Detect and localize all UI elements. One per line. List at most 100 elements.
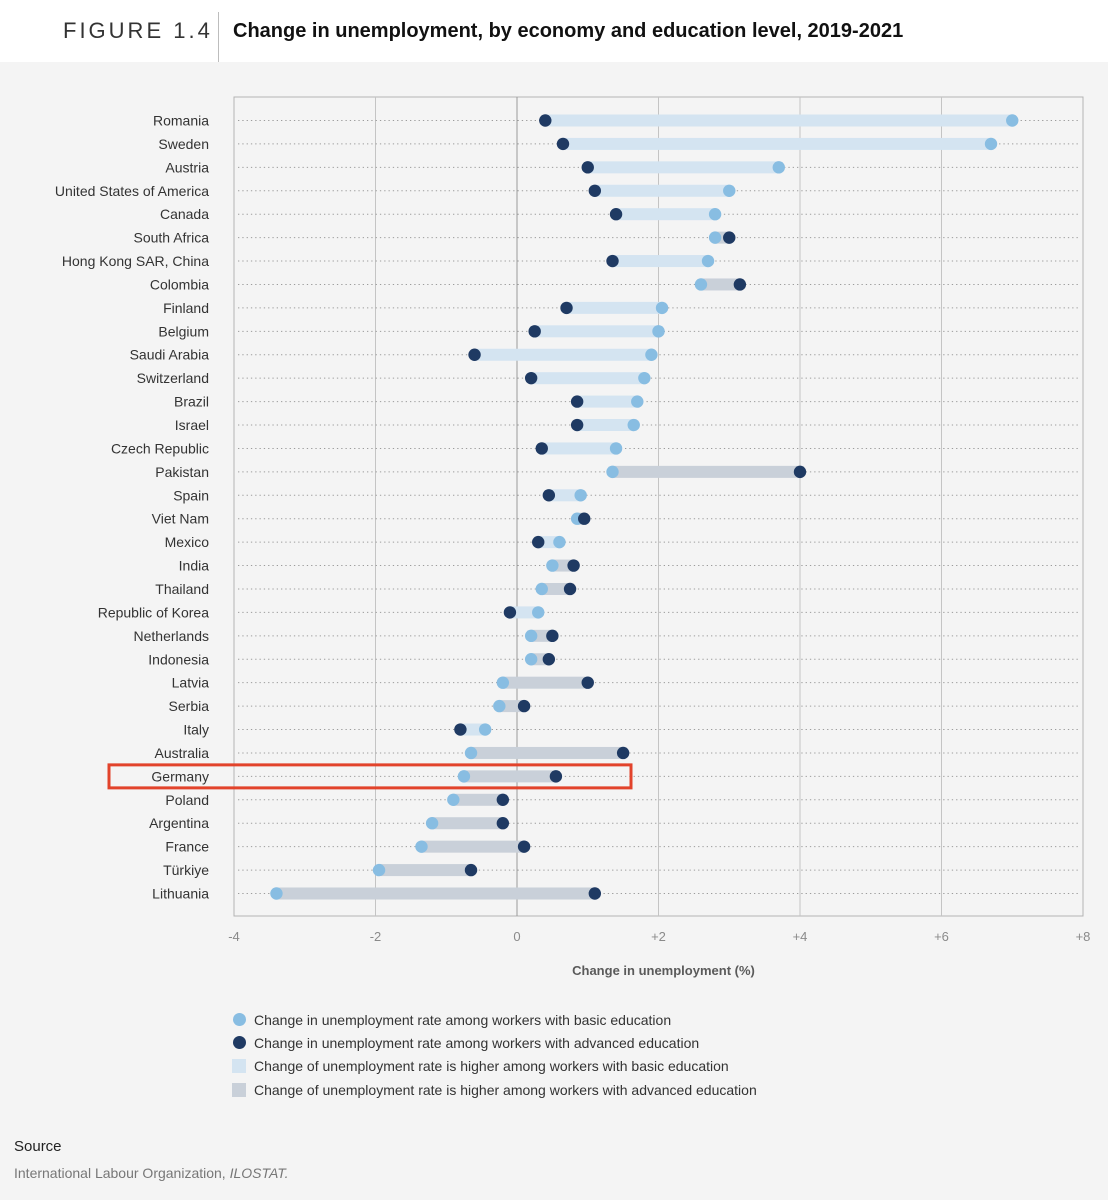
range-bar [548,489,581,502]
basic-education-dot [701,254,715,268]
advanced-education-dot [496,817,510,830]
basic-education-dot [609,442,623,455]
range-bar [587,161,779,174]
category-label: Germany [151,768,209,784]
x-tick-label: -2 [370,929,382,944]
category-label: Belgium [158,323,209,339]
advanced-education-dot [578,512,591,525]
header-divider [218,12,219,62]
basic-education-dot-icon [233,1013,246,1027]
figure-header: FIGURE 1.4 Change in unemployment, by ec… [0,0,1108,62]
range-bar [541,582,571,595]
legend-item-basic-dot: Change in unemployment rate among worker… [232,1008,757,1031]
advanced-education-dot [539,114,552,127]
category-label: Austria [165,159,209,175]
basic-education-dot [524,629,538,643]
x-tick-label: +2 [651,929,666,944]
range-bar [545,114,1013,127]
category-label: United States of America [55,183,209,199]
basic-education-dot [645,348,658,361]
category-label: Latvia [172,675,210,691]
advanced-education-dot [588,887,602,900]
category-label: Türkiye [163,862,209,878]
basic-education-dot [447,793,460,807]
basic-education-dot [1006,114,1019,127]
category-label: Colombia [150,276,209,292]
basic-education-dot [270,887,283,900]
range-bar [700,278,740,291]
source-database: ILOSTAT. [229,1165,289,1181]
advanced-education-dot [723,231,736,244]
basic-education-dot [493,699,506,713]
range-bar [612,465,800,478]
source-text: International Labour Organization, ILOST… [14,1165,288,1181]
category-label: Serbia [169,698,210,714]
advanced-education-dot [542,489,556,502]
advanced-education-dot [609,207,623,221]
x-tick-label: +6 [934,929,949,944]
basic-education-dot [655,301,669,315]
x-tick-label: 0 [513,929,520,944]
category-label: Thailand [155,581,209,597]
range-bar [541,442,617,455]
advanced-education-dot [503,606,517,619]
range-bar [594,184,730,197]
range-bar [471,746,624,759]
legend-item-advanced-bar: Change of unemployment rate is higher am… [232,1078,757,1101]
basic-education-dot [638,371,651,385]
advanced-education-dot [570,418,584,432]
category-label: Saudi Arabia [130,347,210,363]
basic-education-dot [708,231,722,244]
legend-label: Change of unemployment rate is higher am… [254,1081,757,1098]
basic-education-dot [478,723,492,736]
basic-education-dot [984,137,998,151]
basic-education-dot [574,489,587,502]
advanced-education-dot [733,278,747,291]
range-bar [502,676,588,689]
basic-education-dot [772,161,785,174]
advanced-education-dot [581,676,594,689]
highlight-box [107,763,633,790]
source-organization: International Labour Organization, [14,1165,230,1181]
basic-education-dot [415,840,428,853]
basic-education-dot [425,817,439,830]
range-bar [616,208,716,221]
basic-education-dot [627,418,640,432]
legend-label: Change of unemployment rate is higher am… [254,1058,729,1075]
basic-education-dot [372,863,386,877]
legend-item-basic-bar: Change of unemployment rate is higher am… [232,1055,757,1078]
range-bar [460,723,486,736]
range-bar [531,372,645,385]
x-tick-label: +4 [793,929,808,944]
range-bar [276,887,595,900]
advanced-education-dot [454,723,467,736]
category-label: France [165,839,209,855]
advanced-education-dot [570,395,584,408]
range-bar [577,419,634,432]
range-bar [612,255,709,268]
legend-label: Change in unemployment rate among worker… [254,1011,672,1028]
category-label: Argentina [149,815,209,831]
source-heading: Source [14,1138,62,1155]
basic-higher-swatch-icon [232,1059,246,1074]
advanced-education-dot [464,863,478,877]
basic-education-dot [723,184,736,197]
category-label: Czech Republic [111,440,209,456]
category-label: Spain [173,487,209,503]
legend-item-advanced-dot: Change in unemployment rate among worker… [232,1031,757,1054]
category-label: Mexico [165,534,210,550]
category-label: India [179,558,210,574]
range-bar [453,793,503,806]
category-label: Indonesia [148,651,209,667]
advanced-education-dot [542,653,556,666]
advanced-education-dot [563,582,577,596]
legend-label: Change in unemployment rate among worker… [254,1034,700,1051]
advanced-higher-swatch-icon [232,1082,246,1097]
chart-legend: Change in unemployment rate among worker… [232,1008,757,1101]
category-label: Hong Kong SAR, China [62,253,209,269]
figure-title: Change in unemployment, by economy and e… [233,20,904,42]
advanced-education-dot [524,371,538,385]
basic-education-dot [606,465,619,479]
basic-education-dot [631,395,644,408]
advanced-education-dot [468,348,481,361]
